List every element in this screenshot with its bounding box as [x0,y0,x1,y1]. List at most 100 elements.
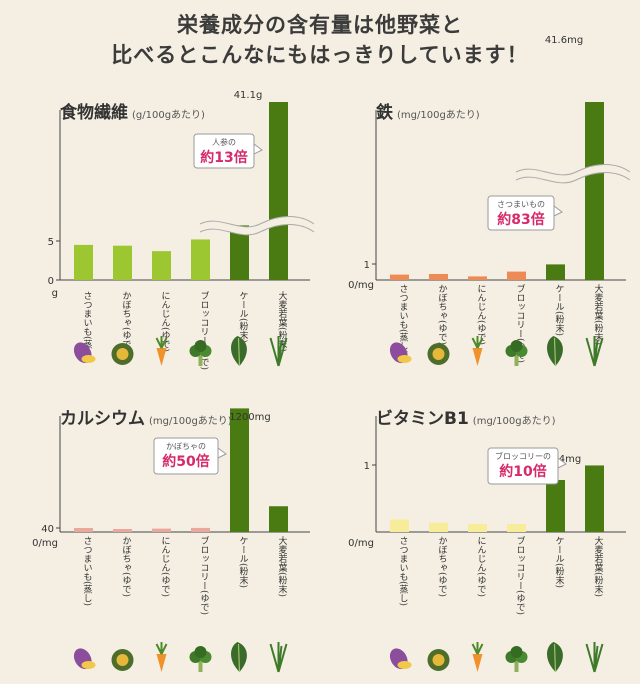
category-label: さつまいも(蒸し) [82,536,93,606]
broccoli-icon [189,646,212,672]
y-unit-label: 0/mg [348,538,374,549]
category-label: にんじん(ゆで) [160,536,171,597]
chart-unit: (mg/100gあたり) [472,416,556,427]
barley-grass-icon [269,336,288,367]
bar [390,519,409,532]
headline-line-2: 比べるとこんなにもはっきりしています！ [111,43,529,67]
category-label: ケール(粉末) [238,291,249,343]
chart-unit: (mg/100gあたり) [397,110,480,121]
kale-icon [547,642,563,673]
sweet-potato-cut [397,661,412,669]
broccoli-stem [198,354,203,366]
max-value-label: 1200mg [229,412,271,423]
carrot-leaves [155,336,168,349]
category-label: ブロッコリー(ゆで) [199,535,210,615]
bar [113,245,132,280]
callout-multiplier: 約10倍 [499,463,546,480]
bar [468,276,487,280]
sweet-potato-cut [81,661,96,669]
callout-multiplier: 約50倍 [162,453,209,470]
barley-grass-blades [585,642,604,673]
category-label: ブロッコリー(ゆで) [515,283,526,363]
bar [269,506,288,532]
barley-grass-icon [585,642,604,673]
callout-pointer [253,143,263,155]
calcium-chart-panel: カルシウム (mg/100gあたり) 40 0/mg 1200mg かぼちゃの 約50倍さ… [16,384,316,684]
category-label: さつまいも(蒸し) [82,291,93,361]
category-label: かぼちゃ(ゆで) [437,284,448,345]
bar [546,264,565,280]
kale-icon [547,336,563,367]
pumpkin-icon [427,343,450,365]
barley-grass-icon [269,642,288,673]
carrot-root [156,654,167,672]
category-label: かぼちゃ(ゆで) [121,291,132,352]
callout-multiplier: 約83倍 [497,211,544,228]
y-unit-label: 0/mg [32,538,58,549]
y-tick-label: 0 [48,276,54,287]
y-tick-label: 1 [364,461,370,472]
bar [113,529,132,532]
pumpkin-icon [427,649,450,671]
pumpkin-flesh [432,654,445,666]
bar [191,239,210,280]
category-label: ケール(粉末) [554,284,565,336]
kale-icon [231,642,247,673]
chart-unit: (mg/100gあたり) [149,416,232,427]
max-value-label: 0.64mg [543,454,581,465]
carrot-leaves [155,642,168,655]
category-label: 大麦若葉(粉末) [277,290,288,352]
y-tick-label: 40 [41,524,54,535]
chart-title-text: カルシウム [60,409,145,429]
broccoli-icon [505,340,528,366]
category-label: ブロッコリー(ゆで) [199,290,210,370]
pumpkin-flesh [116,348,129,360]
carrot-root [472,348,483,366]
callout-pointer [217,447,227,459]
bar [230,408,249,532]
chart-title-text: ビタミンB1 [376,409,469,429]
callout-pointer [557,457,567,469]
barley-grass-icon [585,336,604,367]
bar [230,225,249,280]
axis-break [198,216,317,235]
bar [507,271,526,280]
bar [585,102,604,280]
sweet-potato-icon [389,648,412,670]
max-value-label: 41.6mg [545,35,583,46]
bar [390,274,409,280]
bar [585,465,604,532]
broccoli-floret [194,646,207,658]
category-label: 大麦若葉(粉末) [277,535,288,597]
category-label: ケール(粉末) [238,536,249,588]
carrot-leaves [471,336,484,349]
category-label: かぼちゃ(ゆで) [437,536,448,597]
carrot-icon [471,642,484,672]
callout-multiplier: 約13倍 [200,149,247,166]
sweet-potato-cut [397,355,412,363]
chart-title: 鉄 (mg/100gあたり) [376,98,480,123]
broccoli-icon [505,646,528,672]
broccoli-icon [189,340,212,366]
y-unit-label: 0/mg [348,280,374,291]
category-label: 大麦若葉(粉末) [593,283,604,345]
category-label: さつまいも(蒸し) [398,536,409,606]
carrot-icon [155,642,168,672]
headline-line-1: 栄養成分の含有量は他野菜と [177,13,463,37]
callout-comparison-text: ブロッコリーの [495,451,551,461]
chart-title-text: 鉄 [376,103,393,123]
bar [546,480,565,532]
carrot-root [472,654,483,672]
broccoli-floret [194,340,207,352]
chart-title-text: 食物繊維 [60,103,128,123]
chart-title: カルシウム (mg/100gあたり) [60,404,232,429]
bar [429,274,448,280]
category-label: ケール(粉末) [554,536,565,588]
